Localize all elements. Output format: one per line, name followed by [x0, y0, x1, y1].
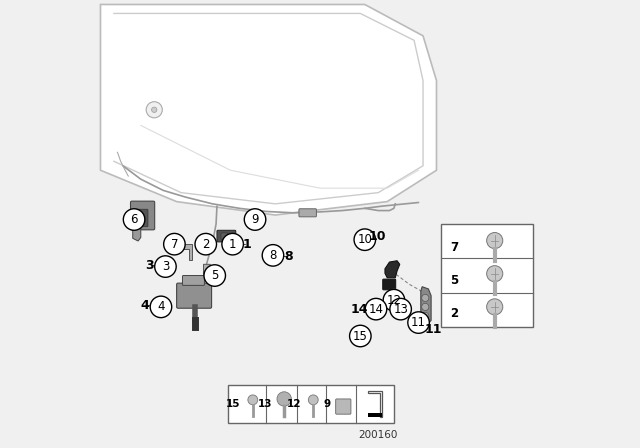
Text: 4: 4	[140, 299, 149, 312]
Polygon shape	[369, 413, 382, 417]
Text: 14: 14	[351, 302, 369, 316]
Text: 10: 10	[369, 230, 386, 243]
Text: 200160: 200160	[358, 430, 398, 439]
Circle shape	[422, 303, 429, 310]
Text: 12: 12	[387, 293, 401, 307]
Circle shape	[486, 299, 503, 315]
Circle shape	[383, 289, 404, 311]
Circle shape	[124, 209, 145, 230]
Text: 7: 7	[450, 241, 458, 254]
Text: 5: 5	[450, 274, 458, 287]
FancyBboxPatch shape	[177, 283, 212, 308]
FancyBboxPatch shape	[383, 279, 396, 290]
FancyBboxPatch shape	[228, 385, 394, 423]
Circle shape	[354, 229, 376, 250]
Text: 3: 3	[162, 260, 169, 273]
Text: 2: 2	[450, 307, 458, 320]
Text: 4: 4	[157, 300, 164, 314]
Text: 8: 8	[284, 250, 292, 263]
Text: 14: 14	[369, 302, 383, 316]
FancyBboxPatch shape	[299, 209, 316, 217]
FancyBboxPatch shape	[217, 230, 236, 242]
Circle shape	[204, 265, 225, 286]
Circle shape	[277, 392, 291, 406]
Text: 12: 12	[287, 399, 301, 409]
Circle shape	[195, 233, 216, 255]
Circle shape	[244, 209, 266, 230]
Circle shape	[308, 395, 318, 405]
Circle shape	[422, 312, 429, 319]
Text: 2: 2	[202, 237, 209, 251]
FancyBboxPatch shape	[335, 399, 351, 414]
Text: 11: 11	[411, 316, 426, 329]
Polygon shape	[179, 244, 192, 260]
Circle shape	[164, 233, 185, 255]
Circle shape	[222, 233, 243, 255]
Circle shape	[486, 233, 503, 249]
Circle shape	[408, 312, 429, 333]
Circle shape	[155, 256, 176, 277]
Text: 15: 15	[226, 399, 241, 409]
Text: 10: 10	[357, 233, 372, 246]
Circle shape	[146, 102, 163, 118]
Circle shape	[150, 296, 172, 318]
Text: 15: 15	[353, 329, 368, 343]
Polygon shape	[204, 264, 212, 280]
Text: 1: 1	[229, 237, 236, 251]
Text: 13: 13	[393, 302, 408, 316]
Circle shape	[390, 298, 412, 320]
Text: 9: 9	[323, 399, 330, 409]
Polygon shape	[421, 287, 431, 325]
Circle shape	[152, 107, 157, 112]
Text: 7: 7	[171, 237, 178, 251]
Polygon shape	[132, 228, 141, 241]
Circle shape	[365, 298, 387, 320]
FancyBboxPatch shape	[182, 276, 204, 285]
Circle shape	[389, 289, 398, 298]
Circle shape	[248, 395, 258, 405]
Text: 9: 9	[252, 213, 259, 226]
Circle shape	[349, 325, 371, 347]
Text: 6: 6	[131, 213, 138, 226]
Text: 13: 13	[257, 399, 272, 409]
Circle shape	[422, 294, 429, 302]
Text: 3: 3	[146, 258, 154, 272]
Circle shape	[486, 266, 503, 282]
Text: 1: 1	[243, 237, 252, 251]
Polygon shape	[385, 261, 400, 278]
FancyBboxPatch shape	[131, 201, 155, 230]
Text: 8: 8	[269, 249, 276, 262]
FancyBboxPatch shape	[134, 209, 148, 227]
FancyBboxPatch shape	[441, 224, 532, 327]
Circle shape	[262, 245, 284, 266]
FancyBboxPatch shape	[221, 233, 227, 239]
Polygon shape	[369, 391, 382, 417]
Text: 5: 5	[211, 269, 218, 282]
Text: 11: 11	[424, 323, 442, 336]
Polygon shape	[100, 4, 436, 215]
